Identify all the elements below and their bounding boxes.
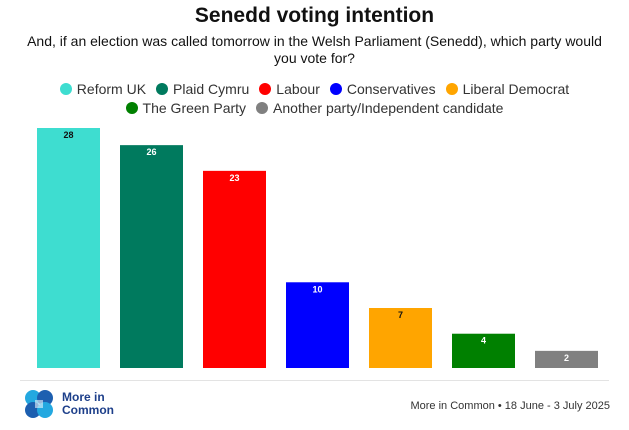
chart-subtitle: And, if an election was called tomorrow … — [27, 33, 602, 66]
legend-item: Plaid Cymru — [156, 81, 249, 97]
logo-line-2: Common — [62, 403, 114, 417]
legend-item: Liberal Democrat — [445, 80, 570, 97]
bar-value-label: 23 — [229, 173, 239, 183]
bar-value-label: 7 — [398, 310, 403, 320]
legend-row: Reform UK Plaid Cymru Labour Conservatives L… — [20, 79, 609, 98]
bar — [286, 282, 349, 368]
legend-label: Labour — [276, 80, 320, 97]
bar-value-label: 26 — [146, 147, 156, 157]
brand-logo: More in Common — [24, 389, 114, 419]
legend-swatch — [125, 101, 138, 114]
bars-group: 28 26 23 10 7 4 2 — [37, 128, 598, 368]
bar — [37, 128, 100, 368]
legend-item: Conservatives — [329, 80, 436, 97]
legend-swatch — [156, 82, 169, 95]
bar — [452, 333, 515, 368]
footer-divider — [20, 380, 609, 381]
bar — [369, 308, 432, 368]
chart-title: Senedd voting intention — [194, 4, 435, 27]
legend-swatch — [259, 82, 272, 95]
logo-wordmark: More in Common — [62, 391, 114, 417]
legend-swatch — [329, 82, 342, 95]
bar — [120, 145, 183, 368]
legend-label: The Green Party — [142, 99, 247, 116]
legend-row: The Green Party Another party/Independent… — [20, 98, 609, 117]
bar-value-label: 4 — [481, 336, 486, 346]
legend-item: The Green Party — [125, 99, 247, 116]
bar-value-label: 2 — [564, 353, 569, 363]
legend-swatch — [59, 82, 72, 95]
logo-mark-icon — [25, 390, 53, 418]
legend-item: Reform UK — [59, 80, 147, 97]
bar — [535, 350, 598, 368]
bar-value-label: 10 — [312, 284, 322, 294]
legend: Reform UK Plaid Cymru Labour Conservatives L… — [20, 79, 609, 117]
legend-label: Conservatives — [346, 80, 436, 97]
legend-swatch — [256, 101, 269, 114]
source-note: More in Common • 18 June - 3 July 2025 — [410, 400, 610, 412]
legend-swatch — [445, 82, 458, 95]
legend-label: Another party/Independent candidate — [273, 99, 504, 116]
legend-item: Labour — [259, 81, 320, 97]
bar-chart: 28 26 23 10 7 4 2 — [37, 128, 598, 368]
legend-label: Reform UK — [76, 80, 147, 97]
bar-value-label: 28 — [63, 130, 73, 140]
legend-label: Plaid Cymru — [173, 80, 250, 97]
legend-label: Liberal Democrat — [462, 80, 570, 97]
logo-line-1: More in — [62, 390, 105, 404]
bar — [203, 170, 266, 368]
legend-item: Another party/Independent candidate — [256, 100, 503, 116]
